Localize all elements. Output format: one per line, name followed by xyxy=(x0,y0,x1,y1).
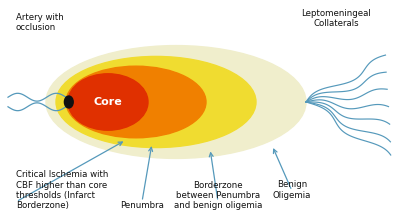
Ellipse shape xyxy=(68,74,148,130)
Text: Leptomeningeal
Collaterals: Leptomeningeal Collaterals xyxy=(301,9,371,28)
Ellipse shape xyxy=(46,46,306,158)
Text: Borderzone
between Penumbra
and benign oligemia: Borderzone between Penumbra and benign o… xyxy=(174,181,262,210)
Text: Critical Ischemia with
CBF higher than core
thresholds (Infarct
Borderzone): Critical Ischemia with CBF higher than c… xyxy=(16,170,108,210)
Text: Penumbra: Penumbra xyxy=(120,202,164,210)
Ellipse shape xyxy=(64,96,73,108)
Text: Benign
Oligemia: Benign Oligemia xyxy=(273,180,311,200)
Ellipse shape xyxy=(56,56,256,148)
Text: Core: Core xyxy=(94,97,122,107)
Text: Artery with
occlusion: Artery with occlusion xyxy=(16,13,64,32)
Ellipse shape xyxy=(66,66,206,138)
